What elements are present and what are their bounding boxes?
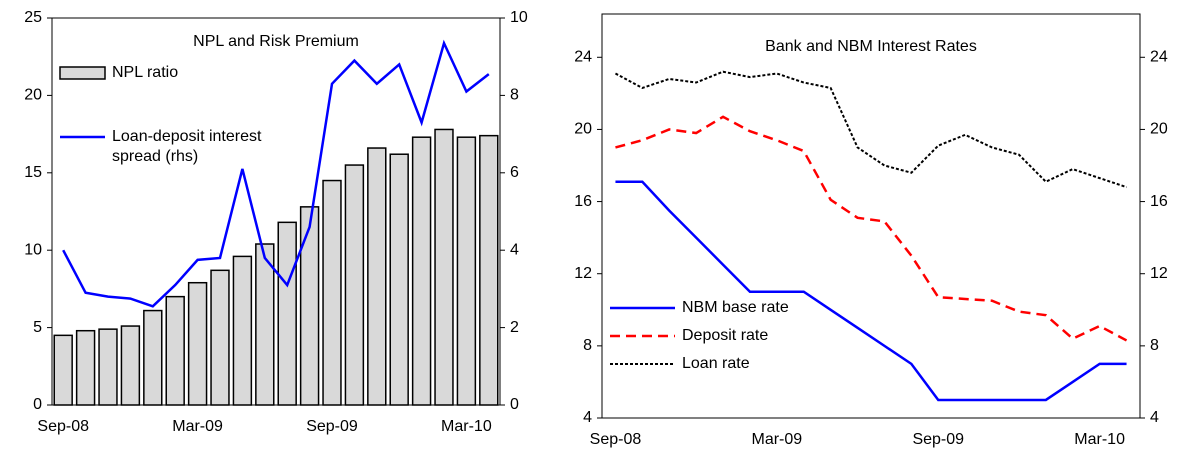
bar	[232, 255, 253, 406]
y2-tick-label: 8	[1150, 337, 1159, 354]
legend-label: Deposit rate	[682, 327, 769, 344]
x-tick-label: Sep-09	[912, 431, 964, 448]
y2-tick-label: 12	[1150, 265, 1168, 282]
line-series	[614, 70, 1127, 189]
y-tick-label: 16	[574, 193, 592, 210]
bar	[277, 221, 297, 406]
x-tick-label: Mar-10	[1074, 431, 1125, 448]
bar	[165, 295, 185, 406]
y-tick-label: 12	[574, 265, 592, 282]
chart-title: NPL and Risk Premium	[193, 33, 359, 50]
legend-label: Loan-deposit interest spread (rhs)	[112, 128, 262, 165]
y-tick-label: 25	[24, 9, 42, 26]
bar	[120, 325, 141, 406]
line-series	[62, 39, 490, 308]
plot-area	[601, 13, 1141, 419]
x-tick-label: Sep-08	[37, 418, 89, 435]
bar	[434, 128, 454, 406]
bar	[255, 243, 275, 406]
line-series	[615, 115, 1128, 342]
y2-tick-label: 6	[510, 164, 519, 181]
bar	[98, 328, 118, 406]
x-tick-label: Sep-08	[590, 431, 642, 448]
y2-tick-label: 2	[510, 319, 519, 336]
y2-tick-label: 20	[1150, 121, 1168, 138]
bar	[75, 329, 96, 406]
y2-tick-label: 24	[1150, 49, 1168, 66]
x-tick-label: Mar-10	[441, 418, 492, 435]
y2-tick-label: 16	[1150, 193, 1168, 210]
legend-label: Loan rate	[682, 355, 750, 372]
bar	[322, 179, 342, 406]
y-tick-label: 10	[24, 241, 42, 258]
bar	[344, 164, 365, 406]
legend-label: NPL ratio	[112, 64, 179, 81]
y-tick-label: 15	[24, 164, 42, 181]
y-tick-label: 4	[583, 409, 592, 426]
bar	[143, 309, 163, 406]
bar	[479, 134, 499, 406]
bar	[210, 269, 230, 406]
y-tick-label: 0	[33, 396, 42, 413]
bar	[456, 136, 477, 406]
legend-label: NBM base rate	[682, 299, 789, 316]
line-series	[615, 180, 1127, 402]
plot-area	[51, 17, 501, 406]
legend-swatch	[59, 66, 106, 80]
bar	[53, 334, 73, 406]
y-tick-label: 5	[33, 319, 42, 336]
y-tick-label: 24	[574, 49, 592, 66]
y-tick-label: 20	[574, 121, 592, 138]
chart-title: Bank and NBM Interest Rates	[765, 38, 977, 55]
bar	[367, 147, 387, 406]
bar	[187, 281, 208, 406]
y-tick-label: 8	[583, 337, 592, 354]
y2-tick-label: 10	[510, 9, 528, 26]
bar	[411, 136, 432, 406]
y2-tick-label: 8	[510, 87, 519, 104]
bar	[299, 206, 320, 406]
x-tick-label: Mar-09	[752, 431, 803, 448]
y2-tick-label: 0	[510, 396, 519, 413]
x-tick-label: Sep-09	[306, 418, 358, 435]
y-tick-label: 20	[24, 87, 42, 104]
y2-tick-label: 4	[1150, 409, 1159, 426]
x-tick-label: Mar-09	[172, 418, 223, 435]
y2-tick-label: 4	[510, 241, 519, 258]
bar	[389, 153, 409, 406]
